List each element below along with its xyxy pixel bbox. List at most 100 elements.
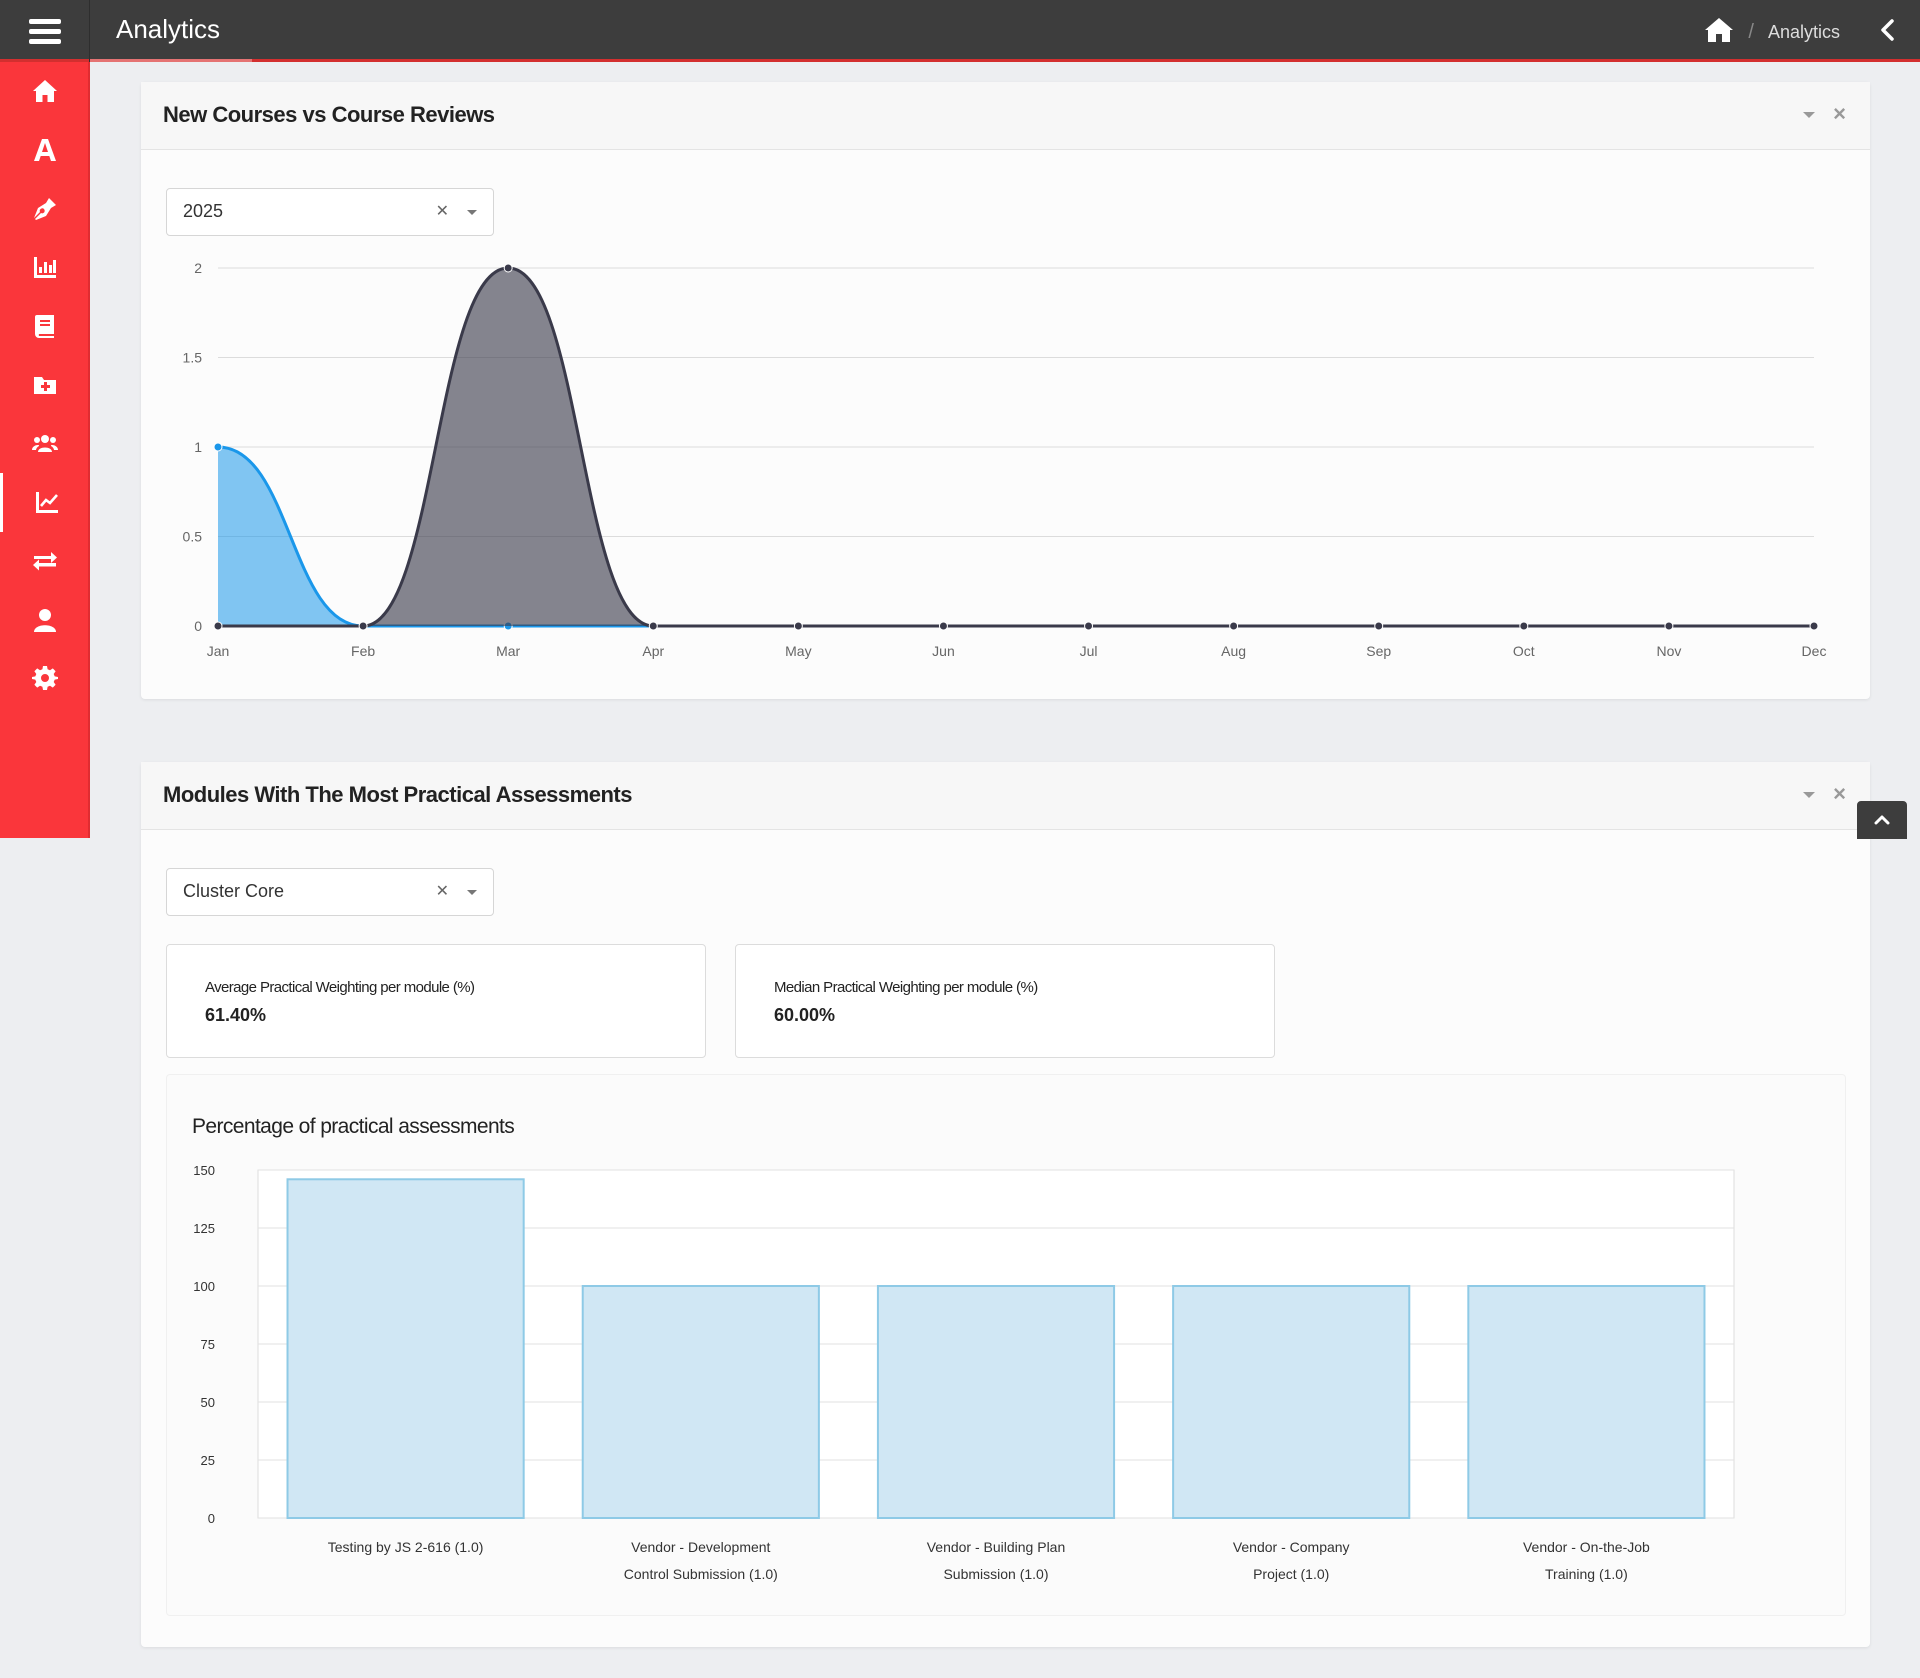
- y-tick-label: 0: [194, 618, 202, 634]
- sidebar-item-profile[interactable]: [0, 590, 90, 649]
- sidebar-item-home[interactable]: [0, 62, 90, 121]
- x-tick-label: May: [785, 643, 811, 659]
- data-point: [1809, 621, 1819, 631]
- data-point: [648, 621, 658, 631]
- cluster-select[interactable]: Cluster Core ✕: [166, 868, 494, 916]
- sidebar: [0, 62, 90, 838]
- new-courses-panel: New Courses vs Course Reviews × 2025 ✕ 0…: [141, 82, 1870, 699]
- y-tick-label: 50: [201, 1395, 215, 1410]
- practical-assessments-panel: Modules With The Most Practical Assessme…: [141, 762, 1870, 1647]
- data-point: [503, 263, 513, 273]
- panel-header: Modules With The Most Practical Assessme…: [141, 762, 1870, 830]
- y-tick-label: 1: [194, 439, 202, 455]
- bar: [286, 1178, 525, 1519]
- x-tick-label: Vendor - Company: [1233, 1539, 1350, 1555]
- sidebar-item-users[interactable]: [0, 414, 90, 473]
- y-tick-label: 0.5: [183, 529, 203, 545]
- sidebar-item-design[interactable]: [0, 179, 90, 238]
- users-icon: [32, 435, 58, 453]
- x-tick-label: Project (1.0): [1253, 1566, 1329, 1582]
- bar-chart-container: Percentage of practical assessments 0 25 5…: [166, 1074, 1846, 1616]
- sidebar-item-font[interactable]: [0, 121, 90, 180]
- data-point: [1229, 621, 1239, 631]
- close-panel-button[interactable]: ×: [1833, 101, 1846, 126]
- data-point: [793, 621, 803, 631]
- panel-tools: ×: [1803, 781, 1846, 806]
- series-area: [218, 268, 1814, 626]
- book-icon: [35, 315, 54, 339]
- x-tick-label: Oct: [1513, 643, 1535, 659]
- x-tick-label: Vendor - Development: [631, 1539, 770, 1555]
- year-select[interactable]: 2025 ✕: [166, 188, 494, 236]
- x-tick-label: Vendor - On-the-Job: [1523, 1539, 1650, 1555]
- sidebar-item-transfers[interactable]: [0, 532, 90, 591]
- stat-label: Average Practical Weighting per module (…: [205, 979, 475, 996]
- x-tick-label: Jan: [207, 643, 230, 659]
- panel-title: Modules With The Most Practical Assessme…: [163, 782, 632, 807]
- bar: [581, 1285, 820, 1519]
- home-icon[interactable]: [1704, 17, 1734, 48]
- line-chart-icon: [35, 492, 58, 514]
- data-point: [213, 442, 223, 452]
- year-select-value: 2025: [183, 201, 224, 221]
- breadcrumb-separator: /: [1748, 21, 1754, 43]
- chevron-left-icon: [1881, 19, 1894, 41]
- x-tick-label: Control Submission (1.0): [624, 1566, 778, 1582]
- clear-select-icon[interactable]: ✕: [435, 203, 449, 220]
- sidebar-item-analytics[interactable]: [0, 472, 90, 532]
- stat-value: 61.40%: [205, 1005, 267, 1025]
- user-icon: [34, 608, 56, 632]
- breadcrumb: / Analytics: [1704, 17, 1840, 48]
- bar-chart-title: Percentage of practical assessments: [192, 1115, 515, 1138]
- font-a-icon: [34, 139, 56, 162]
- x-tick-label: Jun: [932, 643, 955, 659]
- sidebar-item-courses[interactable]: [0, 297, 90, 356]
- x-tick-label: Feb: [351, 643, 375, 659]
- x-tick-label: Sep: [1366, 643, 1391, 659]
- data-point: [938, 621, 948, 631]
- panel-tools: ×: [1803, 101, 1846, 126]
- gear-icon: [32, 666, 58, 691]
- x-tick-label: Mar: [496, 643, 520, 659]
- collapse-button[interactable]: [1874, 16, 1902, 44]
- close-panel-button[interactable]: ×: [1833, 781, 1846, 806]
- cluster-select-value: Cluster Core: [183, 881, 285, 901]
- y-tick-label: 1.5: [183, 350, 203, 366]
- exchange-arrows-icon: [33, 551, 57, 571]
- sidebar-item-reports[interactable]: [0, 238, 90, 297]
- data-point: [1519, 621, 1529, 631]
- title-accent-line: [90, 59, 252, 62]
- y-tick-label: 150: [193, 1163, 215, 1178]
- x-tick-label: Aug: [1221, 643, 1246, 659]
- dropdown-arrow-icon[interactable]: [467, 890, 477, 895]
- median-weighting-card: Median Practical Weighting per module (%…: [735, 944, 1275, 1058]
- bar: [1172, 1285, 1411, 1519]
- home-icon: [33, 80, 57, 103]
- hamburger-menu-button[interactable]: [0, 0, 90, 62]
- panel-header: New Courses vs Course Reviews ×: [141, 82, 1870, 150]
- y-tick-label: 75: [201, 1337, 215, 1352]
- x-tick-label: Nov: [1656, 643, 1681, 659]
- y-tick-label: 0: [208, 1511, 215, 1526]
- average-weighting-card: Average Practical Weighting per module (…: [166, 944, 706, 1058]
- data-point: [358, 621, 368, 631]
- y-tick-label: 125: [193, 1221, 215, 1236]
- data-point: [1374, 621, 1384, 631]
- x-tick-label: Dec: [1802, 643, 1827, 659]
- x-tick-label: Training (1.0): [1545, 1566, 1628, 1582]
- collapse-panel-icon[interactable]: [1803, 792, 1816, 798]
- clear-select-icon[interactable]: ✕: [435, 883, 449, 900]
- sidebar-item-settings[interactable]: [0, 649, 90, 708]
- dropdown-arrow-icon[interactable]: [467, 210, 477, 215]
- collapse-panel-icon[interactable]: [1803, 112, 1816, 118]
- breadcrumb-current[interactable]: Analytics: [1767, 22, 1840, 42]
- panel-title: New Courses vs Course Reviews: [163, 102, 495, 127]
- hamburger-icon: [28, 14, 61, 49]
- scroll-to-top-button[interactable]: [1857, 801, 1907, 839]
- pen-nib-icon: [34, 197, 56, 220]
- sidebar-item-folders[interactable]: [0, 355, 90, 414]
- x-tick-label: Submission (1.0): [943, 1566, 1048, 1582]
- x-tick-label: Vendor - Building Plan: [927, 1539, 1066, 1555]
- chevron-up-icon: [1874, 815, 1890, 825]
- y-tick-label: 25: [201, 1453, 215, 1468]
